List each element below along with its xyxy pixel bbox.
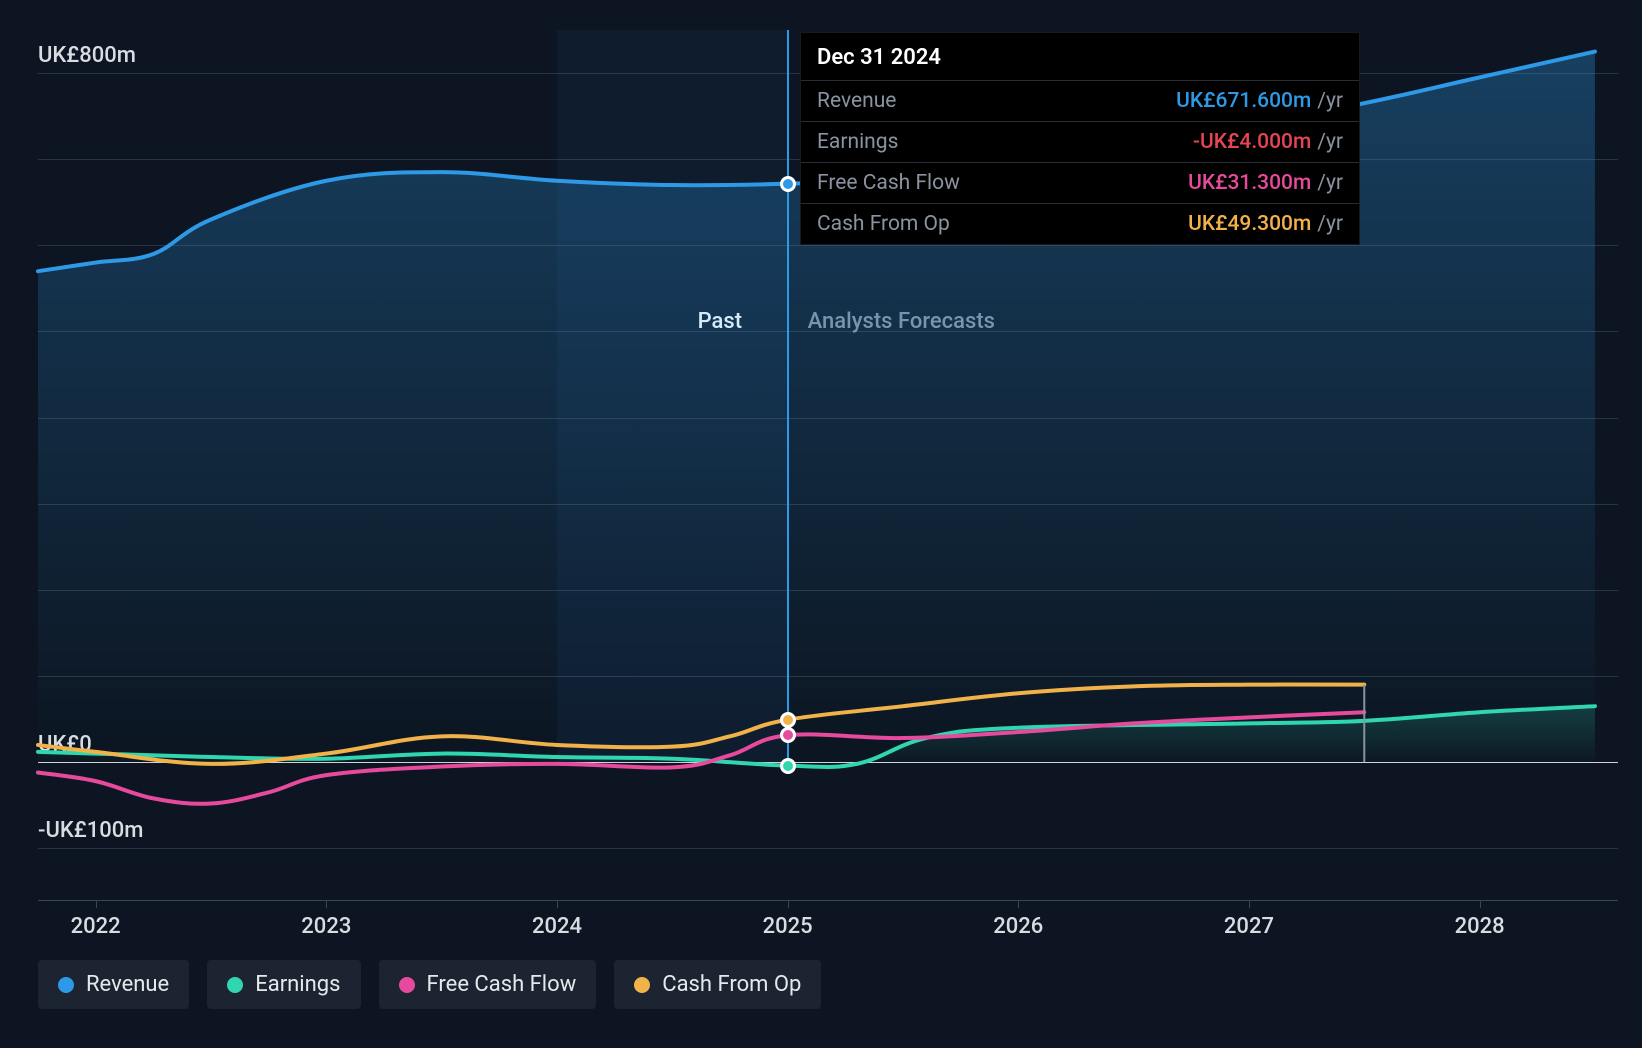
tooltip-unit: /yr [1317,171,1343,195]
tooltip-row: RevenueUK£671.600m/yr [801,81,1359,122]
x-axis-label: 2023 [301,914,351,939]
legend-label: Earnings [255,972,340,997]
legend-label: Cash From Op [662,972,801,997]
tooltip-metric-value: UK£49.300m [1188,212,1311,236]
marker-fcf [780,727,796,743]
tooltip-metric-value: -UK£4.000m [1193,130,1311,154]
tooltip-row: Earnings-UK£4.000m/yr [801,122,1359,163]
tooltip-metric-name: Cash From Op [817,212,1188,236]
tooltip-date: Dec 31 2024 [801,33,1359,81]
legend-swatch [58,977,74,993]
marker-earnings [780,758,796,774]
x-axis-label: 2026 [993,914,1043,939]
legend-label: Revenue [86,972,169,997]
legend: Revenue Earnings Free Cash Flow Cash From O… [38,960,821,1009]
tooltip-unit: /yr [1317,89,1343,113]
tooltip-unit: /yr [1317,212,1343,236]
tooltip-metric-value: UK£671.600m [1176,89,1311,113]
tooltip-row: Cash From OpUK£49.300m/yr [801,204,1359,244]
legend-label: Free Cash Flow [427,972,577,997]
tooltip-metric-name: Free Cash Flow [817,171,1188,195]
x-axis-label: 2022 [71,914,121,939]
hover-tooltip: Dec 31 2024 RevenueUK£671.600m/yrEarning… [800,32,1360,245]
x-tick [557,900,558,908]
x-axis-label: 2028 [1455,914,1505,939]
tooltip-metric-value: UK£31.300m [1188,171,1311,195]
marker-revenue [780,176,796,192]
x-tick [1249,900,1250,908]
x-tick [1480,900,1481,908]
financial-chart: -UK£100mUK£0UK£800m202220232024202520262… [0,0,1642,1048]
legend-swatch [399,977,415,993]
tooltip-metric-name: Revenue [817,89,1176,113]
legend-item-earnings[interactable]: Earnings [207,960,360,1009]
x-axis-label: 2024 [532,914,582,939]
x-tick [326,900,327,908]
tooltip-metric-name: Earnings [817,130,1193,154]
legend-swatch [227,977,243,993]
tooltip-unit: /yr [1317,130,1343,154]
tooltip-row: Free Cash FlowUK£31.300m/yr [801,163,1359,204]
x-axis [38,900,1618,901]
x-axis-label: 2027 [1224,914,1274,939]
x-tick [1018,900,1019,908]
x-axis-label: 2025 [763,914,813,939]
legend-item-free-cash-flow[interactable]: Free Cash Flow [379,960,597,1009]
x-tick [96,900,97,908]
legend-item-cash-from-op[interactable]: Cash From Op [614,960,821,1009]
x-tick [788,900,789,908]
marker-cfo [780,712,796,728]
legend-item-revenue[interactable]: Revenue [38,960,189,1009]
legend-swatch [634,977,650,993]
